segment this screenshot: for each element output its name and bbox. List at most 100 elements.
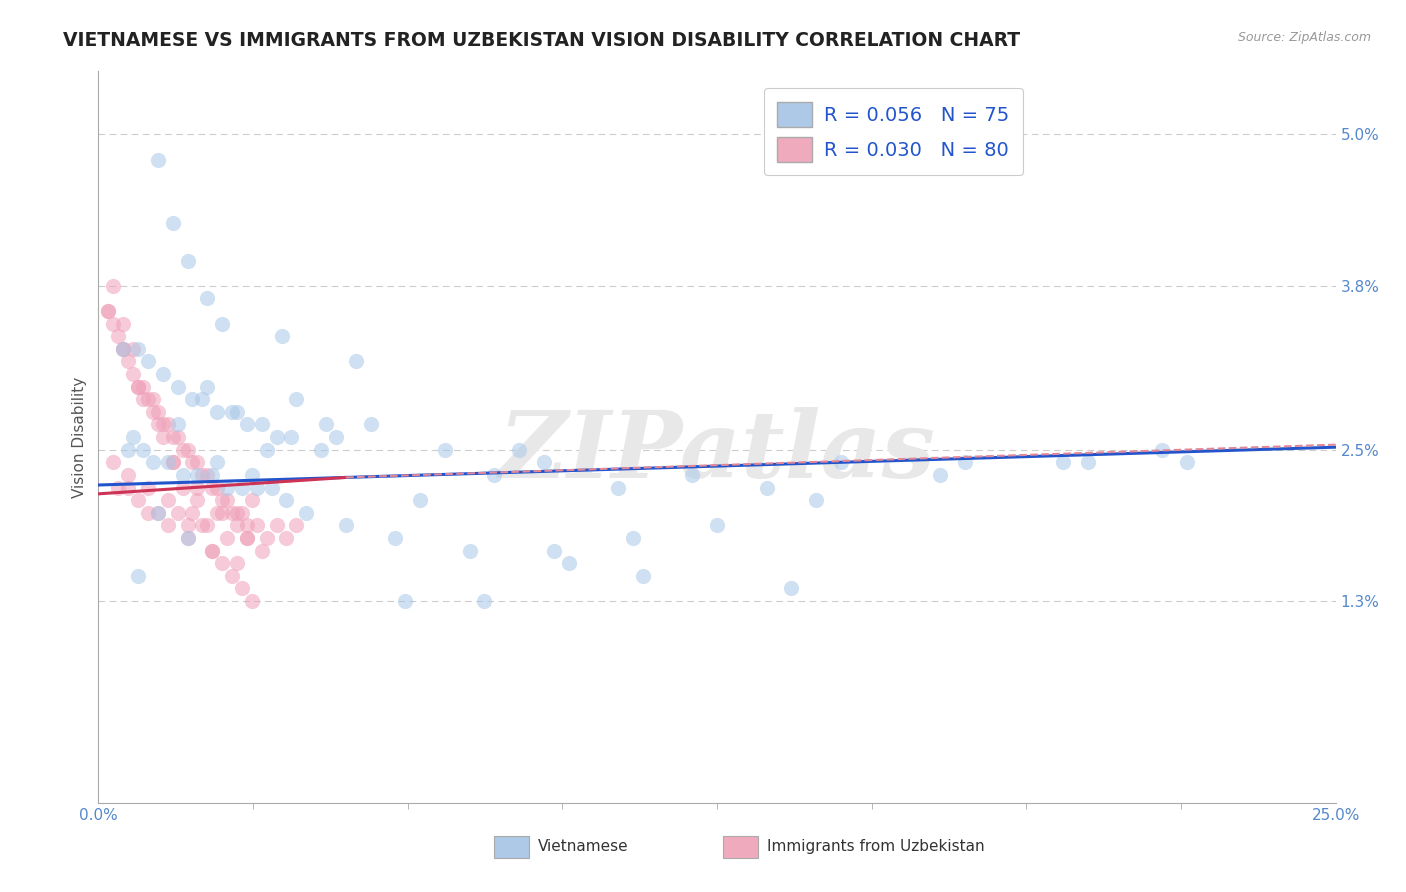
- Point: [162, 455, 184, 469]
- Point: [236, 531, 259, 545]
- Point: [186, 455, 208, 469]
- Point: [285, 518, 308, 533]
- Point: [221, 405, 243, 419]
- Point: [142, 455, 165, 469]
- Point: [156, 518, 179, 533]
- Point: [201, 481, 224, 495]
- Text: Immigrants from Uzbekistan: Immigrants from Uzbekistan: [766, 839, 984, 855]
- Point: [191, 392, 214, 407]
- Text: Source: ZipAtlas.com: Source: ZipAtlas.com: [1237, 31, 1371, 45]
- Point: [112, 342, 135, 356]
- Point: [681, 467, 703, 482]
- Point: [127, 342, 149, 356]
- Point: [117, 481, 139, 495]
- Point: [226, 506, 249, 520]
- Point: [191, 518, 214, 533]
- Point: [152, 367, 174, 381]
- Point: [195, 518, 218, 533]
- Point: [804, 493, 827, 508]
- Point: [132, 379, 155, 393]
- Text: ZIPatlas: ZIPatlas: [499, 407, 935, 497]
- Point: [117, 442, 139, 457]
- Point: [543, 543, 565, 558]
- Point: [132, 442, 155, 457]
- Point: [181, 392, 204, 407]
- Text: VIETNAMESE VS IMMIGRANTS FROM UZBEKISTAN VISION DISABILITY CORRELATION CHART: VIETNAMESE VS IMMIGRANTS FROM UZBEKISTAN…: [63, 31, 1021, 50]
- Point: [211, 556, 233, 570]
- Point: [205, 455, 228, 469]
- Point: [1175, 455, 1198, 469]
- Point: [117, 467, 139, 482]
- Point: [186, 467, 208, 482]
- Point: [176, 531, 198, 545]
- Point: [191, 467, 214, 482]
- Point: [335, 518, 357, 533]
- Point: [953, 455, 976, 469]
- Point: [132, 392, 155, 407]
- Point: [484, 467, 506, 482]
- Point: [621, 531, 644, 545]
- Point: [780, 582, 803, 596]
- FancyBboxPatch shape: [723, 836, 758, 858]
- Point: [394, 594, 416, 608]
- Point: [236, 531, 259, 545]
- Point: [607, 481, 630, 495]
- Point: [136, 354, 159, 368]
- Point: [260, 481, 283, 495]
- Point: [205, 405, 228, 419]
- Point: [409, 493, 432, 508]
- Point: [830, 455, 852, 469]
- Point: [276, 493, 298, 508]
- Point: [176, 253, 198, 268]
- Point: [162, 455, 184, 469]
- Point: [146, 153, 169, 167]
- Y-axis label: Vision Disability: Vision Disability: [72, 376, 87, 498]
- Point: [112, 317, 135, 331]
- Point: [103, 317, 125, 331]
- Point: [240, 467, 263, 482]
- Point: [236, 417, 259, 432]
- Point: [928, 467, 950, 482]
- Point: [136, 506, 159, 520]
- Point: [231, 506, 253, 520]
- Point: [156, 493, 179, 508]
- Point: [508, 442, 530, 457]
- Point: [181, 506, 204, 520]
- Point: [211, 493, 233, 508]
- Point: [166, 379, 188, 393]
- Point: [250, 543, 273, 558]
- Point: [122, 430, 145, 444]
- Point: [146, 405, 169, 419]
- Point: [172, 481, 194, 495]
- Point: [162, 216, 184, 230]
- Point: [1052, 455, 1074, 469]
- Point: [231, 582, 253, 596]
- Point: [103, 455, 125, 469]
- Point: [217, 531, 239, 545]
- Point: [142, 405, 165, 419]
- Point: [201, 543, 224, 558]
- Point: [136, 481, 159, 495]
- Point: [217, 481, 239, 495]
- Point: [246, 518, 269, 533]
- Point: [127, 493, 149, 508]
- Point: [226, 518, 249, 533]
- Point: [146, 506, 169, 520]
- Point: [97, 304, 120, 318]
- Point: [201, 467, 224, 482]
- Point: [166, 506, 188, 520]
- Point: [280, 430, 302, 444]
- Point: [122, 342, 145, 356]
- Point: [162, 430, 184, 444]
- Point: [250, 417, 273, 432]
- Point: [146, 506, 169, 520]
- Point: [295, 506, 318, 520]
- Point: [474, 594, 496, 608]
- Point: [103, 278, 125, 293]
- Point: [127, 379, 149, 393]
- Point: [256, 442, 278, 457]
- Point: [205, 506, 228, 520]
- Point: [186, 481, 208, 495]
- Point: [1077, 455, 1099, 469]
- Point: [458, 543, 481, 558]
